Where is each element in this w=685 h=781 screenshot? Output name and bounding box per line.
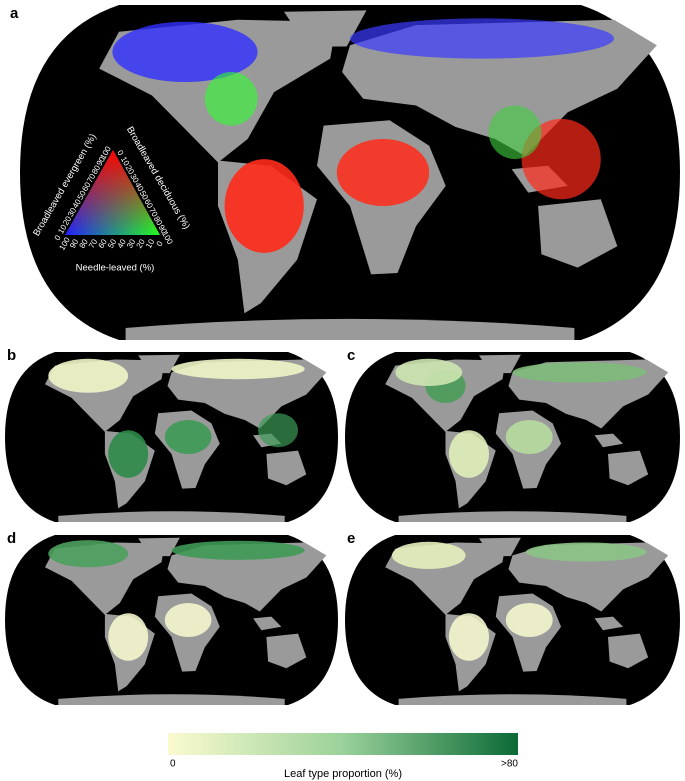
land-cover xyxy=(112,21,258,83)
land-cover xyxy=(525,542,647,562)
ternary-tick: 0 xyxy=(53,233,63,242)
ternary-axis-label: Needle-leaved (%) xyxy=(76,263,155,274)
land-cover xyxy=(108,613,149,661)
land-cover xyxy=(505,603,553,637)
land-cover xyxy=(391,541,466,569)
panel-label: b xyxy=(7,347,16,364)
land-cover xyxy=(521,118,601,200)
land-cover xyxy=(164,603,212,637)
map xyxy=(20,5,680,340)
land-cover xyxy=(336,139,430,206)
panel-label: a xyxy=(10,5,19,22)
ternary-tick: 0 xyxy=(155,239,165,248)
land-cover xyxy=(512,362,647,383)
land-cover xyxy=(488,105,542,160)
colorbar-title: Leaf type proportion (%) xyxy=(284,768,402,780)
map xyxy=(345,535,680,705)
land-cover xyxy=(171,358,305,380)
land-cover xyxy=(224,159,304,253)
land-cover xyxy=(505,420,553,454)
land-cover xyxy=(448,613,490,661)
colorbar-min: 0 xyxy=(170,759,176,770)
map xyxy=(5,352,338,522)
land-cover xyxy=(48,540,129,568)
panel-label: c xyxy=(347,347,355,364)
panel-label: e xyxy=(347,530,355,547)
map xyxy=(345,352,680,522)
land-cover xyxy=(258,413,299,448)
land-cover xyxy=(48,358,129,393)
land-cover xyxy=(108,430,149,478)
land-cover xyxy=(164,420,212,454)
ternary-red xyxy=(65,150,160,235)
land-cover xyxy=(448,430,490,478)
land-cover xyxy=(350,18,614,59)
panel-label: d xyxy=(7,530,16,547)
land-cover xyxy=(395,358,463,386)
map xyxy=(5,535,338,705)
land-cover xyxy=(171,540,305,560)
land-cover xyxy=(204,72,258,126)
colorbar xyxy=(168,733,518,755)
colorbar-max: >80 xyxy=(501,759,518,770)
ternary-tick: 0 xyxy=(115,149,125,158)
